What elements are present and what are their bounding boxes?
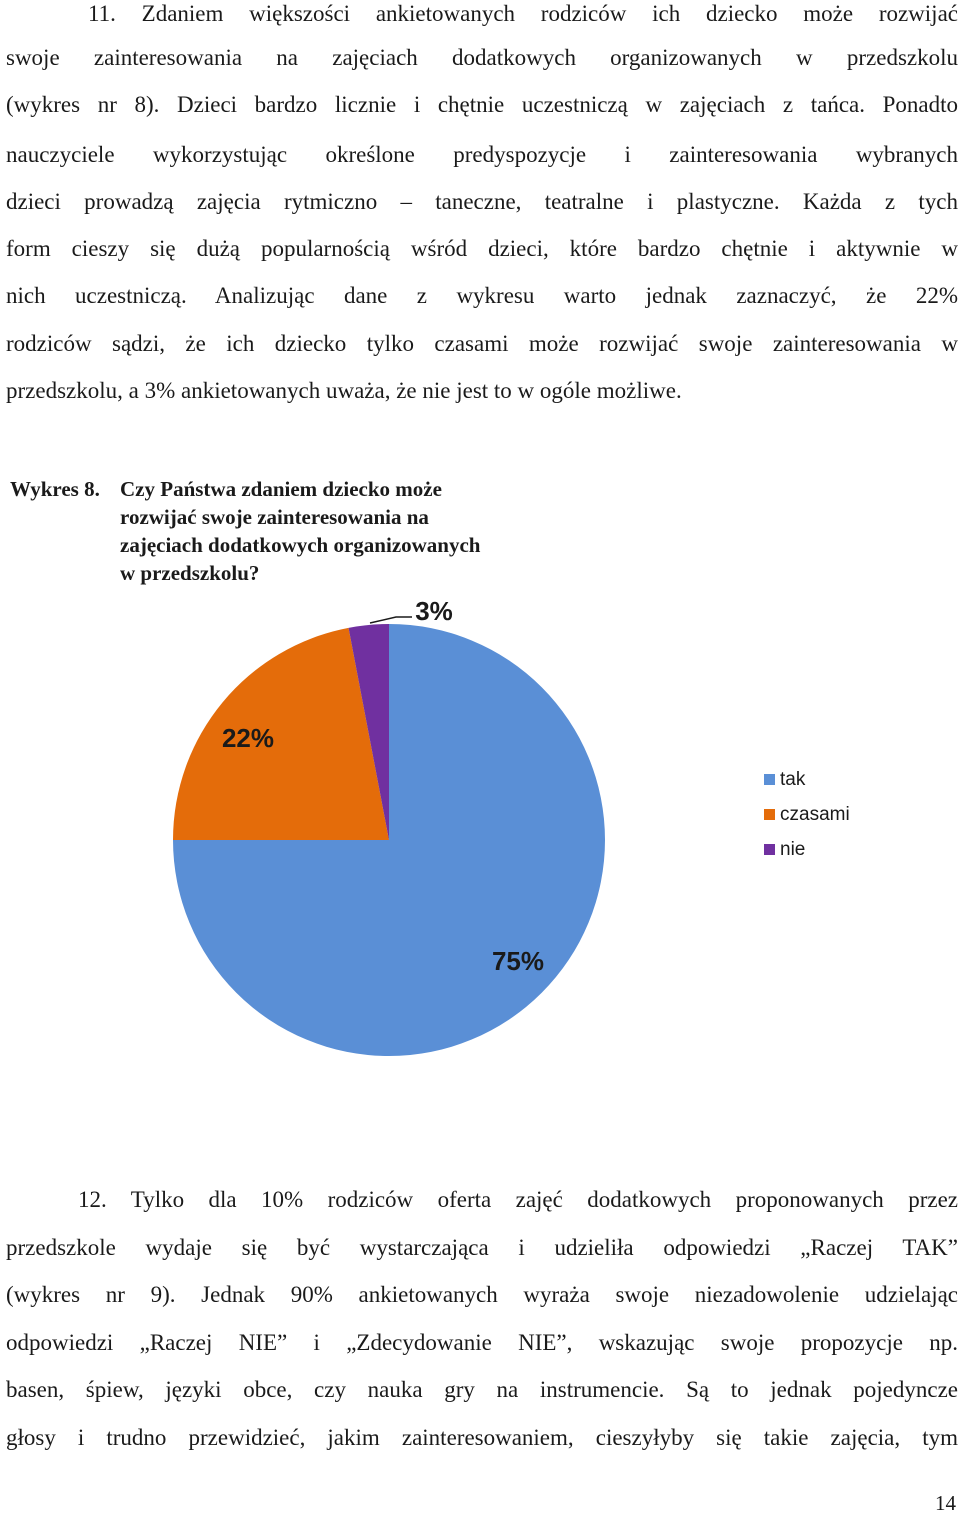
legend-swatch-nie (764, 844, 775, 855)
leader-line-nie (369, 616, 412, 624)
paragraph-line: przedszkole wydaje się być wystarczająca… (6, 1235, 958, 1260)
figure-title-line: zajęciach dodatkowych organizowanych (120, 533, 481, 557)
legend-label-tak: tak (780, 769, 806, 790)
data-label-tak: 75% (492, 946, 544, 976)
figure-label: Wykres 8. (10, 477, 100, 501)
figure-title-line: rozwijać swoje zainteresowania na (120, 505, 429, 529)
paragraph-line: form cieszy się dużą popularnością wśród… (6, 236, 958, 261)
paragraph-line: nauczyciele wykorzystując określone pred… (6, 142, 958, 167)
legend-swatch-tak (764, 774, 775, 785)
paragraph-line: głosy i trudno przewidzieć, jakim zainte… (6, 1425, 958, 1450)
legend-label-nie: nie (780, 839, 805, 860)
pie-slice-czasami (173, 627, 389, 840)
legend-label-czasami: czasami (780, 804, 850, 825)
figure-title-line: w przedszkolu? (120, 561, 260, 585)
paragraph-line: 12. Tylko dla 10% rodziców oferta zajęć … (78, 1187, 958, 1212)
paragraph-line: odpowiedzi „Raczej NIE” i „Zdecydowanie … (6, 1330, 958, 1355)
paragraph-line: dzieci prowadzą zajęcia rytmiczno – tane… (6, 189, 958, 214)
paragraph-line: basen, śpiew, języki obce, czy nauka gry… (6, 1377, 958, 1402)
pie-chart: 75% 22% 3% tak czasami nie (173, 596, 850, 1056)
data-label-nie: 3% (415, 596, 453, 626)
paragraph-line: 11. Zdaniem większości ankietowanych rod… (88, 1, 958, 26)
page-number: 14 (935, 1491, 956, 1515)
paragraph-line: swoje zainteresowania na zajęciach dodat… (6, 45, 958, 70)
paragraph-line: rodziców sądzi, że ich dziecko tylko cza… (6, 331, 958, 356)
paragraph-line: (wykres nr 8). Dzieci bardzo licznie i c… (6, 92, 958, 117)
data-label-czasami: 22% (222, 723, 274, 753)
figure-title-line: Czy Państwa zdaniem dziecko może (120, 477, 442, 501)
paragraph-line: przedszkolu, a 3% ankietowanych uważa, ż… (6, 378, 682, 403)
pie-slice-nie (348, 624, 389, 840)
paragraph-line: (wykres nr 9). Jednak 90% ankietowanych … (6, 1282, 958, 1307)
paragraph-line: nich uczestniczą. Analizując dane z wykr… (6, 283, 958, 308)
legend-swatch-czasami (764, 809, 775, 820)
